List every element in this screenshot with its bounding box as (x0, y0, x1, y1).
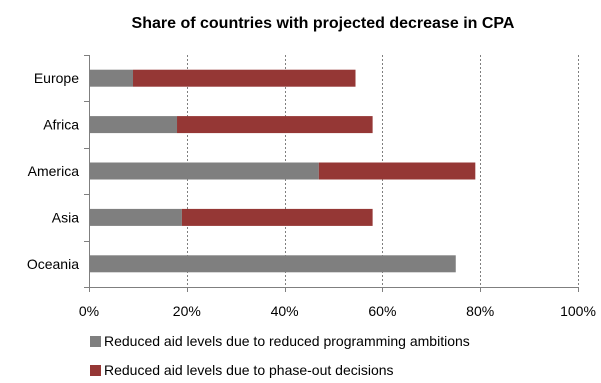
bar-africa-series-1 (89, 116, 178, 134)
axes (84, 55, 579, 292)
bar-america-series-1 (89, 162, 319, 180)
x-tick-label: 20% (173, 303, 201, 319)
legend-label: Reduced aid levels due to reduced progra… (104, 333, 470, 349)
legend-swatch (90, 365, 101, 376)
category-labels: Europe Africa America Asia Oceania (27, 70, 79, 272)
category-label: America (28, 163, 80, 179)
bar-america-series-2 (318, 162, 476, 180)
category-label: Asia (52, 209, 79, 225)
bar-europe-series-1 (89, 69, 134, 87)
x-tick-label: 100% (560, 303, 596, 319)
bar-africa-series-2 (177, 116, 373, 134)
bar-europe-series-2 (133, 69, 356, 87)
x-tick-label: 0% (79, 303, 99, 319)
legend: Reduced aid levels due to reduced progra… (90, 333, 470, 378)
category-label: Europe (34, 70, 79, 86)
bar-oceania-series-1 (89, 255, 456, 273)
bar-asia-series-1 (89, 208, 182, 226)
bar-asia-series-2 (181, 208, 373, 226)
bars (89, 69, 476, 273)
category-label: Oceania (27, 256, 79, 272)
x-tick-labels: 0% 20% 40% 60% 80% 100% (79, 303, 596, 319)
x-tick-label: 60% (368, 303, 396, 319)
x-tick-label: 80% (466, 303, 494, 319)
category-label: Africa (43, 117, 79, 133)
chart-title: Share of countries with projected decrea… (132, 15, 515, 32)
legend-label: Reduced aid levels due to phase-out deci… (104, 362, 394, 378)
x-tick-label: 40% (271, 303, 299, 319)
legend-swatch (90, 336, 101, 347)
